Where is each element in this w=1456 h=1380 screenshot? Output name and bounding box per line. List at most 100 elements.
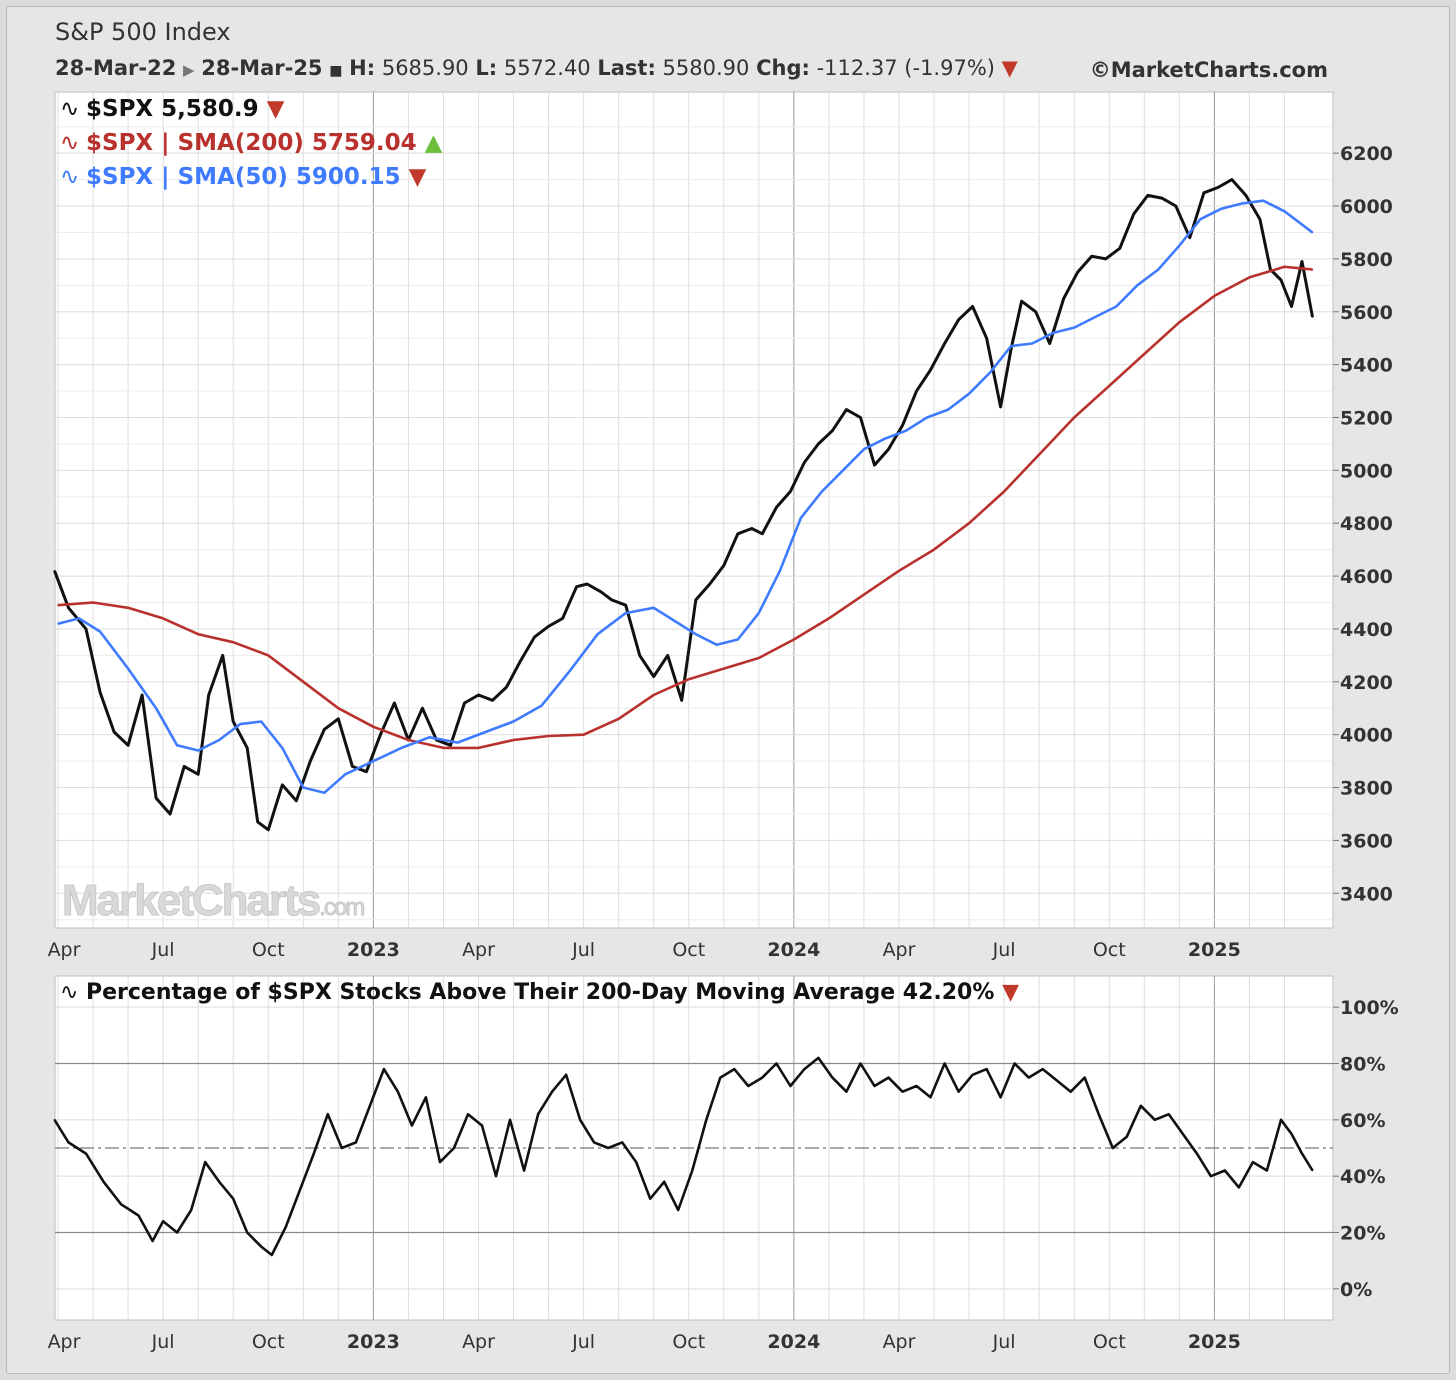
- data-point: [351, 765, 354, 768]
- data-point: [309, 760, 312, 762]
- high-label: H:: [349, 56, 376, 80]
- data-point: [582, 733, 585, 736]
- data-point: [260, 720, 263, 723]
- data-point: [207, 694, 210, 696]
- data-point: [1073, 416, 1075, 419]
- data-point: [85, 1152, 87, 1155]
- data-point: [719, 1076, 722, 1079]
- data-point: [863, 593, 865, 596]
- data-point: [439, 1161, 441, 1163]
- data-point: [232, 1197, 234, 1200]
- data-point: [1301, 260, 1303, 263]
- start-date: 28-Mar-22: [55, 56, 177, 80]
- data-point: [971, 1074, 974, 1076]
- data-point: [985, 1068, 988, 1070]
- data-point: [1003, 490, 1005, 493]
- data-point: [239, 723, 241, 725]
- data-point: [761, 533, 764, 535]
- data-point: [593, 1141, 595, 1144]
- data-point: [758, 612, 760, 614]
- data-point: [831, 429, 834, 432]
- data-point: [372, 726, 375, 728]
- down-triangle-icon: ▼: [1001, 56, 1018, 80]
- data-point: [635, 1161, 637, 1163]
- data-point: [355, 1141, 357, 1144]
- data-point: [379, 733, 382, 736]
- data-point: [551, 1090, 553, 1093]
- high-value: 5685.90: [381, 56, 469, 80]
- data-point: [845, 1090, 848, 1093]
- last-value: 5580.90: [662, 56, 750, 80]
- data-point: [1048, 342, 1051, 345]
- data-point: [519, 659, 522, 662]
- data-point: [407, 739, 410, 741]
- data-point: [957, 318, 960, 321]
- data-point: [561, 617, 564, 620]
- data-point: [673, 620, 676, 622]
- data-point: [267, 829, 270, 831]
- data-point: [1252, 1161, 1254, 1163]
- price-info-line: 28-Mar-22 ▶ 28-Mar-25 ■ H: 5685.90 L: 55…: [55, 56, 1018, 80]
- data-point: [162, 617, 164, 620]
- data-point: [428, 736, 431, 739]
- y-tick-label: 3400: [1340, 883, 1393, 905]
- data-point: [302, 681, 305, 683]
- data-point: [1147, 194, 1149, 197]
- data-point: [638, 654, 641, 657]
- data-point: [197, 749, 199, 752]
- data-point: [365, 770, 368, 773]
- data-point: [53, 570, 56, 572]
- data-point: [547, 735, 550, 737]
- data-point: [859, 1062, 862, 1065]
- data-point: [691, 1169, 694, 1172]
- legend-spx: ∿ $SPX 5,580.9 ▼: [60, 96, 284, 122]
- data-point: [393, 702, 396, 704]
- data-point: [709, 583, 711, 585]
- data-point: [1034, 311, 1037, 313]
- data-point: [1097, 1113, 1100, 1115]
- data-point: [92, 601, 94, 604]
- y-tick-label: 3800: [1340, 778, 1393, 800]
- data-point: [533, 636, 536, 638]
- data-point: [512, 739, 515, 741]
- data-point: [607, 1147, 609, 1149]
- data-point: [491, 699, 494, 702]
- x-tick-label: 2023: [347, 939, 400, 961]
- data-point: [1062, 297, 1065, 300]
- line-icon: ∿: [60, 164, 80, 190]
- data-point: [1076, 271, 1079, 273]
- data-point: [779, 570, 781, 572]
- watermark-logo: MarketCharts.com: [62, 876, 364, 925]
- data-point: [884, 437, 886, 440]
- data-point: [887, 1076, 890, 1079]
- data-point: [1189, 236, 1191, 239]
- y-tick-label: 5800: [1340, 249, 1393, 271]
- data-point: [285, 1226, 287, 1228]
- data-point: [67, 607, 70, 609]
- data-point: [523, 1169, 525, 1172]
- data-point: [1073, 326, 1075, 329]
- change-label: Chg:: [756, 56, 810, 80]
- data-point: [803, 1068, 806, 1070]
- data-point: [747, 1085, 750, 1087]
- data-point: [617, 718, 620, 720]
- data-point: [695, 633, 697, 635]
- data-point: [817, 443, 820, 445]
- data-point: [652, 607, 655, 609]
- y-tick-label: 40%: [1340, 1166, 1385, 1188]
- data-point: [1104, 258, 1107, 260]
- data-point: [705, 1119, 708, 1121]
- y-tick-label: 6000: [1340, 196, 1393, 218]
- data-point: [477, 694, 480, 696]
- y-tick-label: 4200: [1340, 672, 1393, 694]
- data-point: [845, 408, 848, 411]
- data-point: [78, 617, 80, 620]
- change-value: -112.37 (-1.97%): [816, 56, 995, 80]
- data-point: [971, 305, 974, 308]
- data-point: [176, 1231, 178, 1234]
- data-point: [652, 675, 655, 678]
- data-point: [915, 390, 918, 392]
- data-point: [968, 522, 970, 524]
- down-triangle-icon: ▼: [1002, 980, 1019, 1005]
- data-point: [547, 625, 550, 628]
